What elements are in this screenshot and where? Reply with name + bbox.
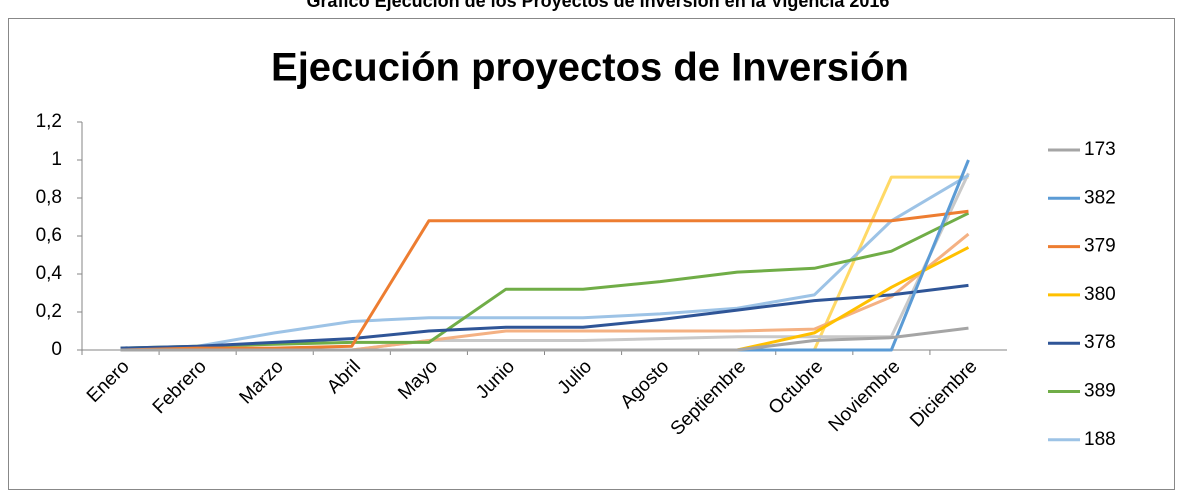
legend-label: 188 [1084, 429, 1116, 450]
y-tick-label: 1,2 [36, 111, 62, 132]
y-tick-label: 1 [51, 149, 62, 170]
y-tick-label: 0 [51, 339, 62, 360]
series-line [120, 173, 970, 352]
legend-label: 382 [1084, 187, 1116, 208]
x-tick-label: Julio [554, 356, 596, 398]
chart-title: Ejecución proyectos de Inversión [271, 46, 909, 90]
x-tick-label: Enero [83, 356, 134, 407]
y-tick-label: 0,2 [36, 301, 62, 322]
series-line [120, 209, 969, 352]
x-tick-label: Septiembre [667, 356, 751, 440]
series-line [120, 159, 970, 352]
x-tick-label: Junio [472, 356, 519, 403]
x-tick-label: Octubre [765, 356, 828, 419]
series-line [120, 211, 970, 350]
x-tick-label: Febrero [149, 356, 211, 418]
x-tick-label: Agosto [617, 356, 674, 413]
chart-border [8, 18, 1175, 490]
x-tick-label: Abril [323, 356, 365, 398]
y-tick-label: 0,6 [36, 225, 62, 246]
x-tick-label: Mayo [394, 356, 442, 404]
legend-label: 173 [1084, 139, 1116, 160]
x-tick-label: Marzo [236, 356, 288, 408]
legend-label: 378 [1084, 332, 1116, 353]
y-tick-label: 0,8 [36, 187, 62, 208]
legend-label: 379 [1084, 236, 1116, 257]
x-tick-label: Diciembre [906, 356, 981, 431]
legend-label: 380 [1084, 284, 1116, 305]
series-line [120, 326, 969, 352]
caption: Gráfico Ejecución de los Proyectos de In… [307, 0, 890, 11]
series-line [120, 283, 969, 350]
legend-label: 389 [1084, 381, 1116, 402]
x-tick-label: Noviembre [825, 356, 905, 436]
y-tick-label: 0,4 [36, 263, 63, 284]
